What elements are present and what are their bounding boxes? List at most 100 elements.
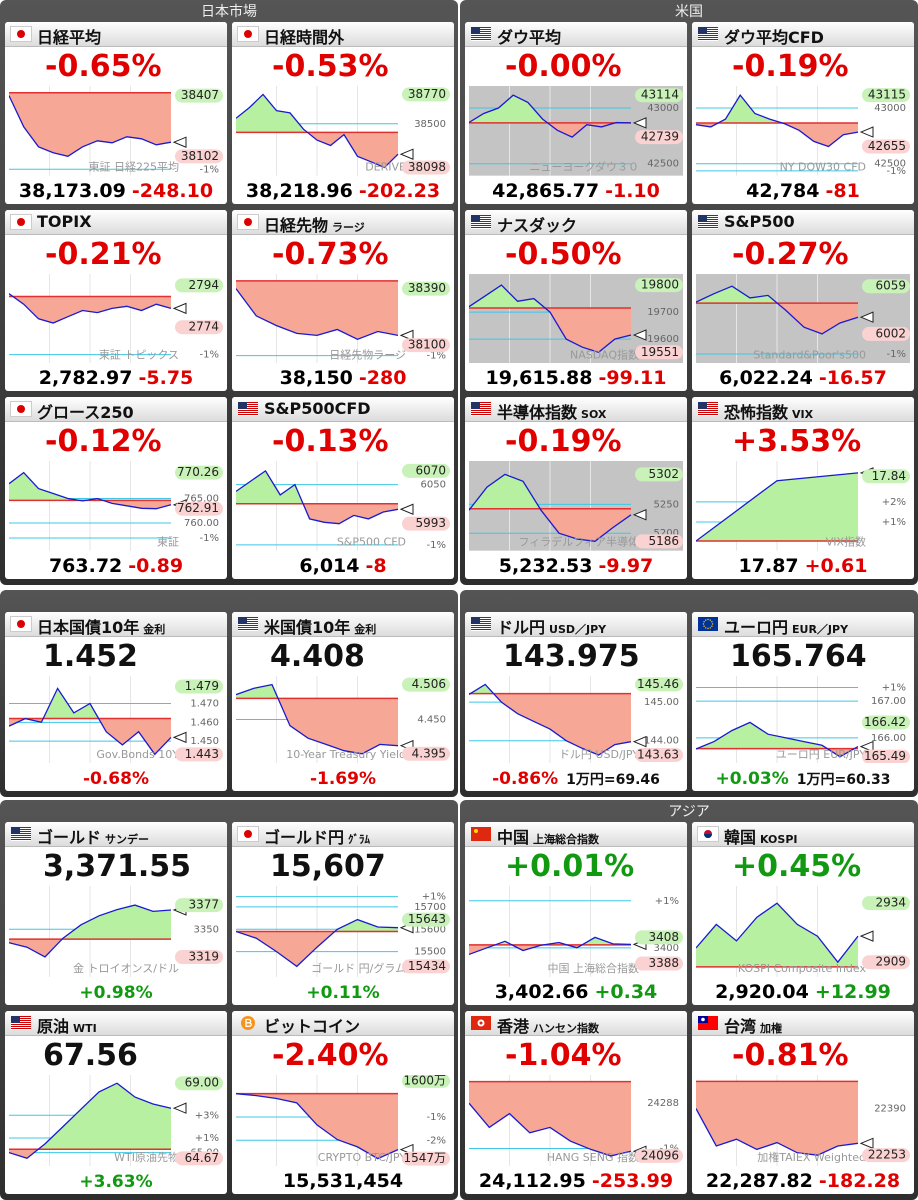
last-price-marker bbox=[399, 148, 414, 160]
watermark: VIX指数 bbox=[826, 535, 866, 549]
market-tile[interactable]: ビットコイン -2.40% 15,531,454 -1% -2% CRYPTO BTC/J… bbox=[232, 1011, 454, 1194]
tile-footer: 42,865.77 -1.10 bbox=[465, 180, 687, 202]
tile-name: TOPIX bbox=[37, 211, 92, 231]
flag-icon bbox=[471, 27, 491, 41]
price: 6,022.24 bbox=[719, 367, 813, 390]
market-tile[interactable]: ゴールド サンデー 3,371.55 +0.98% 3350 金 トロイオンス/ドル 337… bbox=[5, 822, 227, 1005]
market-tile[interactable]: ドル円 USD／JPY 143.975 -0.86% 1万円=69.46 145.00 14… bbox=[465, 612, 687, 791]
tile-header: 日経先物 ラージ bbox=[232, 209, 454, 235]
price: 2,920.04 bbox=[715, 981, 809, 1003]
change-percent: +0.01% bbox=[505, 849, 635, 884]
watermark: KOSPI Composite Index bbox=[738, 962, 867, 975]
flag-part bbox=[704, 834, 712, 838]
section-title: アジア bbox=[668, 804, 710, 820]
market-tile[interactable]: 日経先物 ラージ -0.73% 38,150 -280 -1% 日経先物ラージ 38390 38… bbox=[232, 209, 454, 392]
flag-part bbox=[698, 39, 718, 40]
low-box bbox=[862, 139, 910, 154]
flag-icon bbox=[10, 26, 32, 42]
market-tile[interactable]: 日本国債10年 金利 1.452 -0.68% 1.470 1.460 1.450 Gov.B… bbox=[5, 612, 227, 791]
flag-part bbox=[698, 402, 707, 410]
price: 38,218.96 bbox=[245, 179, 353, 202]
area-down bbox=[547, 122, 631, 138]
market-tile[interactable]: ダウ平均 -0.00% 42,865.77 -1.10 43000 42500 ニューヨーク… bbox=[465, 22, 687, 204]
y-tick-label: 6050 bbox=[421, 480, 446, 491]
tile-footer: 6,022.24 -16.57 bbox=[692, 367, 914, 389]
market-tile[interactable]: 原油WTI67.56+3.63%+3%+1%65.00WTI原油先物69.006… bbox=[5, 1011, 227, 1194]
market-tile[interactable]: 半導体指数 SOX -0.19% 5,232.53 -9.97 5250 5200 フィラデル… bbox=[465, 397, 687, 579]
high-label: 3377 bbox=[188, 898, 219, 912]
price-line bbox=[9, 904, 172, 958]
flag-part bbox=[711, 625, 713, 627]
sparkline-chart: +1%15700 15600 15500 ゴールド 円/グラム 15643 15434 bbox=[236, 886, 450, 977]
market-tile[interactable]: ナスダック -0.50% 19,615.88 -99.11 19700 19600 NASD… bbox=[465, 209, 687, 392]
market-tile[interactable]: 日経時間外 -0.53% 38,218.96 -202.23 38500 DERIVE 38… bbox=[232, 22, 454, 204]
market-tile[interactable]: 日経平均 -0.65% 38,173.09 -248.10 -1% 東証 日経225平均 3… bbox=[5, 22, 227, 204]
tile-name: ビットコイン bbox=[264, 1017, 361, 1036]
flag-icon bbox=[471, 1016, 491, 1030]
area-down bbox=[469, 509, 631, 542]
sparkline-chart: 765.00 760.00 -1% 東証 770.26 762.91 bbox=[9, 461, 223, 551]
market-tile[interactable]: TOPIX -0.21% 2,782.97 -5.75 -1% 東証 トピックス 2794 2… bbox=[5, 209, 227, 392]
high-label: 43114 bbox=[641, 88, 679, 102]
y-tick-label: 15500 bbox=[414, 947, 446, 958]
tile-footer: -0.86% 1万円=69.46 bbox=[465, 769, 687, 789]
market-tile[interactable]: ユーロ円 EUR／JPY 165.764 +0.03% 1万円=60.33 +1% 167.… bbox=[692, 612, 914, 791]
change-percent: -0.53% bbox=[272, 49, 389, 84]
sparkline-chart: -1% -2% CRYPTO BTC/JPY 1600万 1547万 bbox=[236, 1075, 450, 1166]
market-tile[interactable]: S&P500CFD -0.13% 6,014 -8 6050 -1% S&P500 CFD 6… bbox=[232, 397, 454, 579]
flag-part bbox=[471, 617, 480, 624]
change: -202.23 bbox=[358, 179, 441, 202]
tile-footer: 5,232.53 -9.97 bbox=[465, 555, 687, 577]
change: -1.10 bbox=[605, 179, 660, 202]
market-tile[interactable]: S&P500 -0.27% 6,022.24 -16.57 -1% Standard&Po… bbox=[692, 209, 914, 392]
y-tick-label: 19700 bbox=[647, 307, 679, 318]
market-tile[interactable]: 台湾 加権 -0.81% 22,287.82 -182.28 22390 加権TAIEX W… bbox=[692, 1011, 914, 1194]
market-tile[interactable]: 恐怖指数 VIX +3.53% 17.87 +0.61 +2% +1% VIX指数 17.84 bbox=[692, 397, 914, 579]
tile-subname: EUR／JPY bbox=[792, 623, 849, 636]
last-price-marker bbox=[399, 503, 414, 516]
tile-subname: USD／JPY bbox=[549, 623, 607, 636]
high-box bbox=[402, 464, 450, 479]
market-tile[interactable]: 韓国 KOSPI +0.45% 2,920.04 +12.99 KOSPI Composi… bbox=[692, 822, 914, 1005]
tile-name: 米国債10年 金利 bbox=[264, 618, 377, 637]
high-label: 166.42 bbox=[864, 715, 906, 729]
price: 42,865.77 bbox=[492, 179, 600, 202]
flag-part bbox=[707, 627, 709, 630]
price-line bbox=[696, 93, 859, 148]
last-price-marker bbox=[859, 311, 874, 323]
market-tile[interactable]: ダウ平均CFD -0.19% 42,784 -81 43000 42500 -1% NY DO… bbox=[692, 22, 914, 204]
tile-footer: -1.69% bbox=[232, 769, 454, 789]
low-label: 6002 bbox=[875, 326, 906, 340]
flag-part bbox=[238, 617, 258, 618]
tile-header: 香港 ハンセン指数 bbox=[465, 1011, 687, 1036]
flag-part bbox=[11, 827, 20, 834]
market-tile[interactable]: ゴールド円 ｸﾞﾗﾑ 15,607 +0.11% +1% 15700 15600 15500 ゴ… bbox=[232, 822, 454, 1005]
flag-part bbox=[471, 619, 491, 620]
tile-footer: +0.03% 1万円=60.33 bbox=[692, 769, 914, 789]
high-label: 2794 bbox=[188, 278, 219, 292]
price-line bbox=[236, 683, 399, 755]
price: 38,173.09 bbox=[18, 179, 126, 202]
high-box bbox=[402, 281, 450, 296]
price-line bbox=[469, 283, 632, 353]
market-tile[interactable]: 中国 上海総合指数 +0.01% 3,402.66 +0.34 +1% 3400 中国 上海総… bbox=[465, 822, 687, 1005]
price-line bbox=[236, 93, 399, 169]
flag-part bbox=[17, 30, 25, 38]
flag-part bbox=[471, 406, 491, 408]
flag-part bbox=[471, 226, 491, 228]
watermark: HANG SENG 指数 bbox=[547, 1150, 639, 1164]
change-percent: -0.12% bbox=[45, 424, 162, 460]
last-price-marker bbox=[859, 930, 874, 942]
high-label: 5302 bbox=[648, 467, 679, 481]
market-tile[interactable]: 米国債10年 金利 4.408 -1.69% 4.450 10-Year Treasury… bbox=[232, 612, 454, 791]
y-tick-label: +2% bbox=[882, 497, 906, 508]
flag-part bbox=[698, 408, 718, 410]
tile-footer: -0.68% bbox=[5, 769, 227, 789]
tile-name: 韓国 KOSPI bbox=[724, 828, 798, 847]
watermark: 日経先物ラージ bbox=[329, 347, 406, 361]
flag-part bbox=[471, 827, 491, 841]
conversion: 1万円=60.33 bbox=[796, 772, 891, 788]
y-tick-label: 4.450 bbox=[417, 715, 446, 726]
market-tile[interactable]: グロース250 -0.12% 763.72 -0.89 765.00 760.00 -1% 東… bbox=[5, 397, 227, 579]
